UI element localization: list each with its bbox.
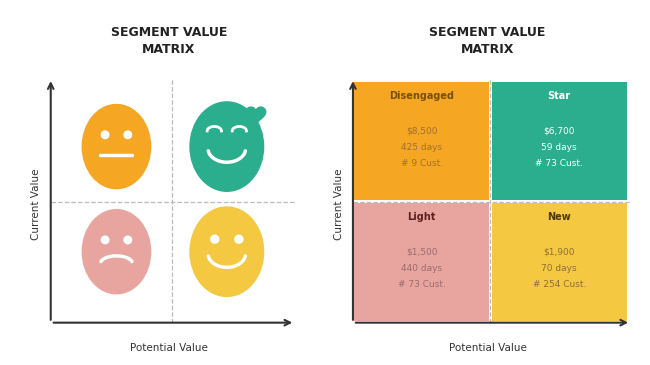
Text: SEGMENT VALUE
MATRIX: SEGMENT VALUE MATRIX xyxy=(111,26,228,55)
Text: $1,900: $1,900 xyxy=(543,247,575,256)
Circle shape xyxy=(235,235,243,243)
Text: Current Value: Current Value xyxy=(334,169,345,240)
Text: $8,500: $8,500 xyxy=(406,126,437,135)
Circle shape xyxy=(124,236,131,244)
Text: 70 days: 70 days xyxy=(541,264,577,273)
Circle shape xyxy=(101,236,109,244)
FancyBboxPatch shape xyxy=(492,203,627,321)
Text: Potential Value: Potential Value xyxy=(448,343,526,353)
Text: # 73 Cust.: # 73 Cust. xyxy=(536,159,583,168)
Text: 425 days: 425 days xyxy=(401,143,442,152)
Polygon shape xyxy=(246,107,266,125)
FancyBboxPatch shape xyxy=(492,82,627,200)
Ellipse shape xyxy=(83,210,151,294)
Circle shape xyxy=(101,131,109,139)
Text: Star: Star xyxy=(548,91,571,101)
FancyBboxPatch shape xyxy=(354,82,489,200)
Text: Light: Light xyxy=(408,212,436,222)
Text: 59 days: 59 days xyxy=(541,143,577,152)
Text: Disengaged: Disengaged xyxy=(389,91,454,101)
Ellipse shape xyxy=(83,104,151,189)
Text: # 9 Cust.: # 9 Cust. xyxy=(400,159,443,168)
Text: Potential Value: Potential Value xyxy=(130,343,208,353)
Text: SEGMENT VALUE
MATRIX: SEGMENT VALUE MATRIX xyxy=(429,26,546,55)
FancyBboxPatch shape xyxy=(354,203,489,321)
Text: 440 days: 440 days xyxy=(401,264,442,273)
Text: $6,700: $6,700 xyxy=(543,126,575,135)
Text: New: New xyxy=(547,212,571,222)
Ellipse shape xyxy=(190,102,264,191)
Text: # 73 Cust.: # 73 Cust. xyxy=(398,280,446,289)
Text: Current Value: Current Value xyxy=(31,169,41,240)
Ellipse shape xyxy=(190,207,264,296)
Circle shape xyxy=(211,235,219,243)
Text: # 254 Cust.: # 254 Cust. xyxy=(532,280,586,289)
Text: $1,500: $1,500 xyxy=(406,247,437,256)
Circle shape xyxy=(124,131,131,139)
